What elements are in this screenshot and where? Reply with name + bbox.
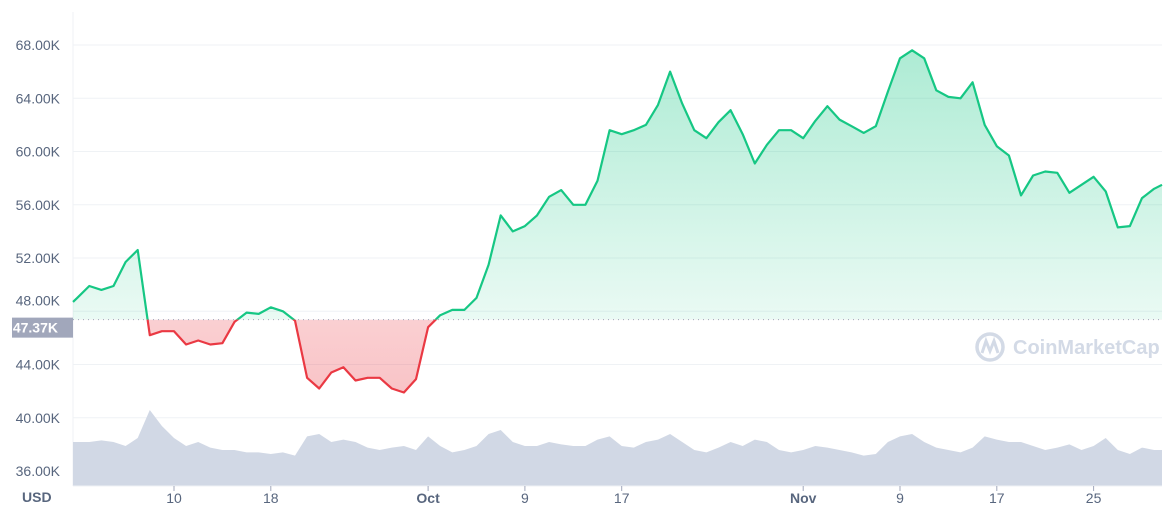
x-tick-label: 9: [896, 490, 904, 506]
y-tick-label: 48.00K: [16, 293, 61, 309]
x-axis: 10 18 Oct 9 17 Nov 9 17 25: [166, 486, 1102, 506]
x-tick-label: 18: [263, 490, 279, 506]
baseline-label: 47.37K: [12, 317, 73, 338]
area-above-baseline: [73, 50, 1162, 320]
y-tick-label: 68.00K: [16, 37, 61, 53]
y-tick-label: 60.00K: [16, 144, 61, 160]
x-tick-label: 10: [166, 490, 182, 506]
x-tick-label: Nov: [790, 490, 817, 506]
y-tick-label: 36.00K: [16, 463, 61, 479]
y-tick-label: 52.00K: [16, 250, 61, 266]
volume-area: [73, 410, 1162, 486]
coinmarketcap-logo-icon: [975, 332, 1005, 362]
x-tick-label: 17: [614, 490, 630, 506]
x-tick-label: 25: [1086, 490, 1102, 506]
x-tick-label: Oct: [416, 490, 440, 506]
x-tick-label: 9: [521, 490, 529, 506]
x-tick-label: 17: [989, 490, 1005, 506]
y-tick-label: 64.00K: [16, 90, 61, 106]
y-tick-label: 56.00K: [16, 197, 61, 213]
y-axis: 36.00K 40.00K 44.00K 48.00K 52.00K 56.00K 60.0…: [16, 37, 61, 479]
y-tick-label: 40.00K: [16, 410, 61, 426]
volume-area-path: [73, 410, 1162, 486]
y-tick-label: 44.00K: [16, 357, 61, 373]
price-line-above: [72, 49, 1163, 320]
watermark-text: CoinMarketCap: [1013, 337, 1160, 359]
currency-label: USD: [22, 489, 52, 505]
baseline-value: 47.37K: [13, 320, 58, 336]
area-below-baseline: [73, 319, 1162, 393]
coinmarketcap-watermark: CoinMarketCap: [975, 332, 1160, 362]
